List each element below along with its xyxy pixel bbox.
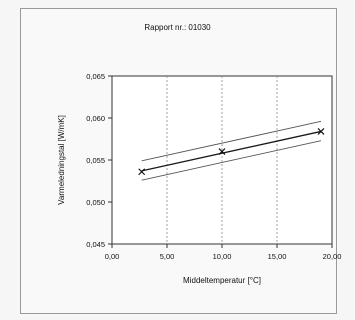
data-point-marker [317,128,325,135]
lower-band-line [141,140,322,181]
x-axis-label: Middeltemperatur [°C] [183,276,261,285]
x-tick-label: 15,00 [268,252,287,261]
y-tick-label: 0,045 [86,240,105,249]
y-tick-label: 0,050 [86,198,105,207]
x-tick-label: 0,00 [105,252,120,261]
y-axis-label: Varmeledningstal [W/mK] [57,115,66,205]
grid-lines [166,76,278,244]
y-tick-label: 0,060 [86,114,105,123]
data-point-marker [138,168,146,176]
data-point-marker [218,148,226,156]
upper-band-line [141,120,322,162]
x-tick-label: 5,00 [160,252,175,261]
report-title: Rapport nr.: 01030 [144,23,211,32]
series-group [138,120,325,181]
regression-line [141,130,322,172]
y-tick-label: 0,065 [86,72,105,81]
y-tick-label: 0,055 [86,156,105,165]
axis-ticks: 0,00 5,00 10,00 15,00 20,00 0,045 0,050 0,055 0,… [86,72,341,261]
x-tick-label: 20,00 [323,252,342,261]
x-tick-label: 10,00 [213,252,232,261]
